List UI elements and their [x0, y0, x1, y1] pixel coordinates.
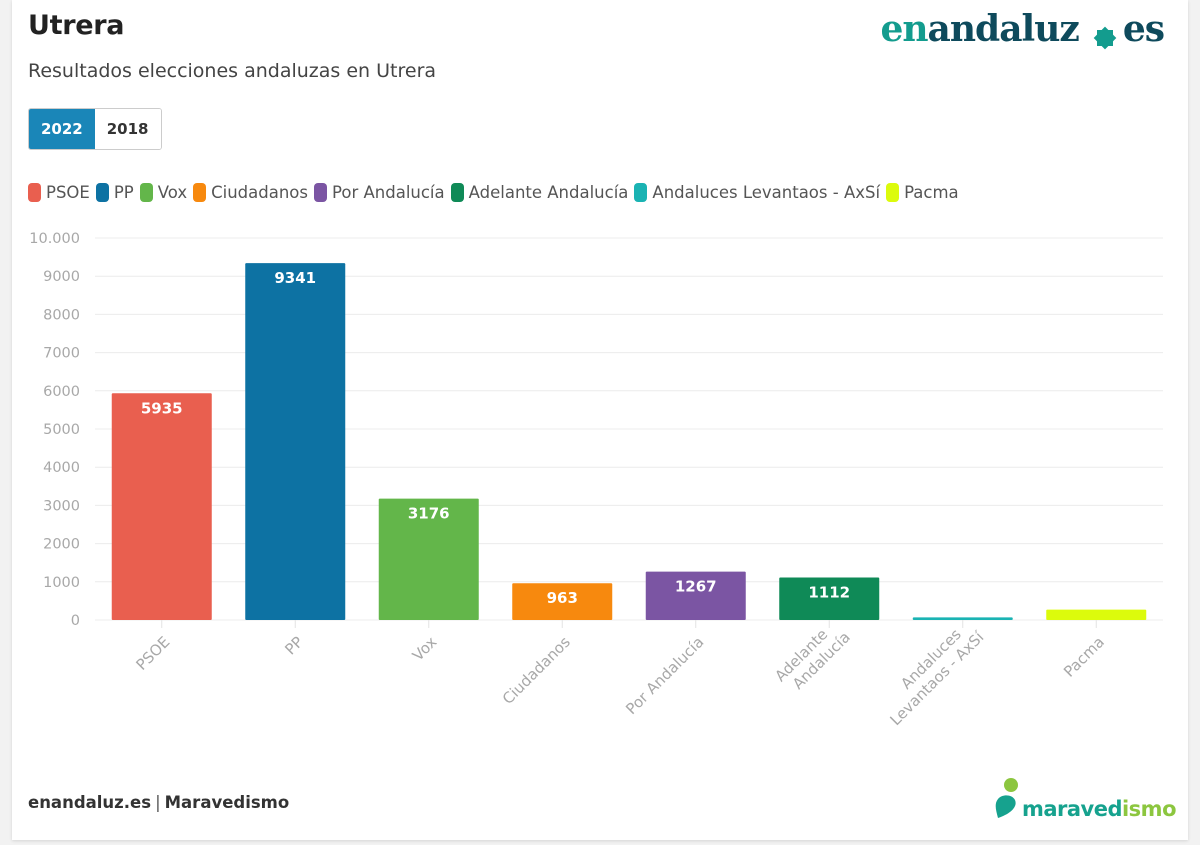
drop-icon [994, 776, 1020, 824]
page-subtitle: Resultados elecciones andaluzas en Utrer… [28, 60, 437, 82]
y-tick-label: 8000 [43, 307, 80, 323]
bar [245, 263, 346, 620]
logo-text-en: en [880, 8, 928, 50]
data-label: 9341 [274, 269, 316, 287]
data-labels: 5935 9341 3176 963 1267 1112 [141, 269, 850, 607]
legend-label: PP [113, 183, 134, 202]
x-tick-label-line: Ciudadanos [499, 633, 574, 708]
legend-item-andaluces-levantaos[interactable]: Andaluces Levantaos - AxSí [634, 183, 880, 202]
enandaluz-logo[interactable]: en andaluz es [880, 8, 1165, 50]
maravedismo-wordmark: maravedismo [1021, 797, 1177, 821]
x-tick-label: PP [281, 633, 307, 659]
y-tick-label: 3000 [43, 498, 80, 514]
y-tick-label: 7000 [43, 346, 80, 362]
bar [512, 583, 613, 620]
year-2022-button[interactable]: 2022 [29, 109, 95, 149]
bar [1046, 609, 1147, 620]
legend-swatch [139, 183, 153, 202]
year-2018-button[interactable]: 2018 [94, 109, 161, 149]
x-tick-label: Vox [409, 633, 441, 665]
bar [779, 577, 880, 620]
footer-source-enandaluz: enandaluz.es [28, 793, 152, 812]
data-label: 1112 [808, 584, 850, 602]
x-tick-label-line: Pacma [1060, 633, 1108, 681]
legend-item-pp[interactable]: PP [95, 183, 134, 202]
y-tick-label: 9000 [43, 269, 80, 285]
footer-credits: enandaluz.es | Maravedismo [28, 793, 289, 812]
wordmark-accent: ismo [1121, 797, 1177, 821]
legend-item-adelante-andalucia[interactable]: Adelante Andalucía [450, 183, 629, 202]
legend-label: Pacma [904, 183, 959, 202]
legend-swatch [634, 183, 648, 202]
legend-label: Adelante Andalucía [468, 183, 629, 202]
legend-item-por-andalucia[interactable]: Por Andalucía [314, 183, 445, 202]
legend-item-psoe[interactable]: PSOE [28, 183, 90, 202]
x-tick-label: PSOE [132, 633, 173, 674]
x-tick-label-line: PP [281, 633, 307, 659]
year-toggle: 2022 2018 [28, 108, 162, 150]
data-label: 3176 [408, 505, 450, 523]
footer-separator: | [155, 793, 161, 812]
logo-text-andaluz: andaluz [927, 8, 1080, 50]
page-title: Utrera [28, 10, 125, 41]
y-axis: 0 1000 2000 3000 4000 5000 6000 7000 8000 9000 10.… [29, 231, 80, 629]
x-tick-label: Pacma [1060, 633, 1108, 681]
legend-label: Por Andalucía [332, 183, 445, 202]
x-tick-label-line: Vox [409, 633, 441, 665]
bar [111, 393, 212, 620]
legend-item-pacma[interactable]: Pacma [886, 183, 959, 202]
bar [645, 571, 746, 620]
x-tick-label-line: PSOE [132, 633, 173, 674]
legend-swatch [193, 183, 207, 202]
star-icon [1093, 17, 1117, 50]
legend-label: Andaluces Levantaos - AxSí [652, 183, 881, 202]
legend-item-ciudadanos[interactable]: Ciudadanos [193, 183, 308, 202]
legend-swatch [95, 183, 109, 202]
y-tick-label: 2000 [43, 537, 80, 553]
y-tick-label: 1000 [43, 575, 80, 591]
legend-label: Ciudadanos [211, 183, 308, 202]
y-tick-label: 0 [71, 613, 80, 629]
bar [912, 617, 1013, 620]
legend-swatch [314, 183, 327, 202]
bar-chart: 0 1000 2000 3000 4000 5000 6000 7000 8000 9000 10.… [29, 231, 1163, 729]
data-label: 963 [547, 589, 578, 607]
y-tick-label: 5000 [43, 422, 80, 438]
footer-source-maravedismo: Maravedismo [164, 793, 290, 812]
legend-item-vox[interactable]: Vox [139, 183, 188, 202]
x-tick-label: Por Andalucía [622, 633, 707, 718]
chart-legend: PSOE PP Vox Ciudadanos Por Andalucía Ade… [28, 183, 965, 202]
wordmark-main: maraved [1021, 797, 1123, 821]
y-tick-label: 4000 [43, 460, 80, 476]
maravedismo-logo[interactable]: maravedismo [994, 776, 1177, 824]
y-tick-label: 6000 [43, 384, 80, 400]
bar [378, 498, 479, 620]
x-axis: PSOE PP Vox Ciudadanos Por Andalucía Adelante… [132, 620, 1108, 729]
data-label: 5935 [141, 399, 183, 417]
legend-swatch [450, 183, 464, 202]
bars [111, 263, 1147, 620]
legend-swatch [28, 183, 41, 202]
x-tick-label-line: Por Andalucía [622, 633, 707, 718]
legend-swatch [886, 183, 900, 202]
y-tick-label: 10.000 [29, 231, 80, 247]
data-label: 1267 [675, 578, 717, 596]
legend-label: Vox [157, 183, 188, 202]
x-tick-label: Ciudadanos [499, 633, 574, 708]
legend-label: PSOE [46, 183, 90, 202]
logo-text-es: es [1122, 8, 1165, 50]
